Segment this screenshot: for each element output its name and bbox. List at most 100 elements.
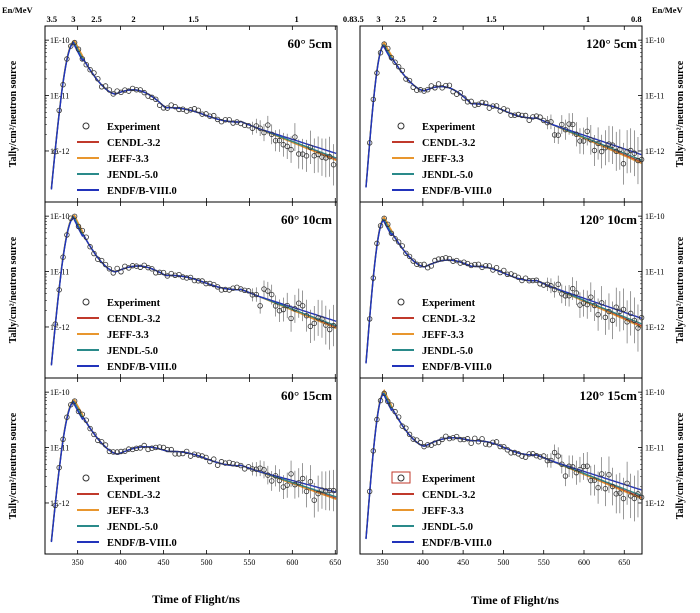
experiment-point: [395, 239, 402, 245]
series-line-jendl-5-0: [50, 400, 337, 542]
experiment-point: [176, 106, 182, 113]
experiment-point: [443, 82, 449, 89]
experiment-point: [392, 235, 398, 242]
y-axis-label: Tally/cm²/neutron source: [675, 60, 686, 167]
panel-frame: [44, 25, 338, 203]
experiment-point: [98, 439, 105, 445]
experiment-point: [234, 461, 240, 468]
y-tick-label: 1E-10: [645, 388, 665, 397]
panel-annotation: 60° 10cm: [281, 212, 332, 227]
legend-marker-experiment: [82, 474, 90, 482]
experiment-point: [588, 137, 594, 143]
experiment-point: [580, 463, 587, 470]
experiment-point: [406, 77, 413, 84]
experiment-point: [191, 277, 198, 284]
experiment-point: [468, 98, 474, 105]
legend-label: JENDL-5.0: [107, 170, 158, 181]
experiment-point: [311, 497, 317, 503]
experiment-point: [475, 439, 482, 445]
experiment-point: [392, 59, 398, 65]
energy-tick-label: 3: [376, 14, 380, 24]
legend-label: JENDL-5.0: [422, 522, 473, 533]
experiment-point: [195, 107, 201, 114]
experiment-point: [203, 454, 209, 461]
experiment-point: [399, 243, 405, 249]
legend: Experiment CENDL-3.2 JEFF-3.3 JENDL-5.0 ENDF…: [77, 298, 177, 373]
experiment-point: [327, 154, 333, 160]
panel-frame: [359, 201, 643, 379]
experiment-point: [388, 54, 395, 61]
experiment-point: [153, 444, 159, 451]
experiment-point: [439, 436, 445, 443]
y-tick-label: 1E-12: [50, 147, 70, 156]
experiment-point: [562, 473, 569, 479]
experiment-point: [133, 263, 140, 269]
experiment-point: [137, 445, 144, 451]
experiment-point: [68, 402, 74, 408]
experiment-point: [591, 477, 598, 483]
x-tick-label: 550: [243, 558, 255, 567]
experiment-point: [106, 448, 113, 455]
legend-label: JENDL-5.0: [107, 346, 158, 357]
experiment-point: [526, 451, 532, 457]
experiment-point: [118, 448, 124, 455]
series-line-cendl-3-2: [50, 40, 337, 189]
legend-label: CENDL-3.2: [107, 314, 160, 325]
experiment-point: [98, 84, 105, 90]
legend-marker-experiment: [397, 122, 405, 130]
experiment-point: [446, 82, 453, 89]
experiment-point: [599, 148, 605, 155]
experiment-point: [71, 213, 78, 219]
experiment-point: [410, 84, 416, 90]
experiment-point: [511, 449, 518, 456]
experiment-point: [570, 285, 576, 292]
experiment-point: [424, 442, 431, 448]
experiment-point: [284, 482, 290, 488]
energy-tick-label: 1.5: [188, 14, 199, 24]
experiment-point: [110, 270, 116, 276]
experiment-point: [95, 76, 101, 82]
energy-axis-header: En/MeV En/MeV: [2, 5, 684, 15]
experiment-point: [464, 436, 471, 442]
experiment-point: [307, 144, 314, 151]
experiment-point: [79, 227, 86, 234]
experiment-point: [276, 137, 283, 144]
panel-frame: [359, 377, 643, 555]
series-line-jendl-5-0: [50, 40, 337, 189]
experiment-point: [184, 275, 190, 281]
experiment-point: [327, 326, 333, 333]
y-tick-label: 1E-11: [50, 92, 69, 101]
x-axis-label-left: Time of Flight/ns: [152, 592, 240, 606]
experiment-point: [617, 490, 623, 496]
experiment-point: [548, 457, 554, 464]
experiment-point: [620, 495, 627, 502]
experiment-point: [327, 487, 333, 494]
experiment-point: [446, 255, 453, 262]
experiment-point: [457, 436, 464, 443]
legend-label: Experiment: [422, 474, 476, 485]
experiment-point: [75, 408, 82, 415]
experiment-point: [118, 89, 124, 96]
legend-label: Experiment: [107, 298, 161, 309]
experiment-point: [566, 293, 572, 299]
legend: Experiment CENDL-3.2 JEFF-3.3 JENDL-5.0 ENDF…: [77, 474, 177, 549]
experiment-point: [141, 89, 147, 96]
y-tick-label: 1E-11: [50, 444, 69, 453]
experiment-point: [544, 281, 551, 288]
experiment-point: [118, 269, 124, 275]
energy-tick-label: 0.8: [631, 14, 642, 24]
experiment-point: [52, 149, 59, 155]
experiment-point: [414, 261, 420, 267]
experiment-point: [504, 447, 511, 453]
experiment-point: [414, 87, 420, 93]
series-line-jendl-5-0: [365, 44, 642, 187]
experiment-point: [450, 88, 456, 95]
experiment-point: [261, 129, 267, 136]
experiment-point: [56, 464, 62, 471]
experiment-point: [570, 464, 576, 470]
series-line-cendl-3-2: [365, 391, 642, 539]
experiment-point: [370, 448, 376, 454]
experiment-point: [591, 147, 598, 154]
experiment-point: [269, 478, 275, 484]
experiment-point: [71, 398, 78, 404]
